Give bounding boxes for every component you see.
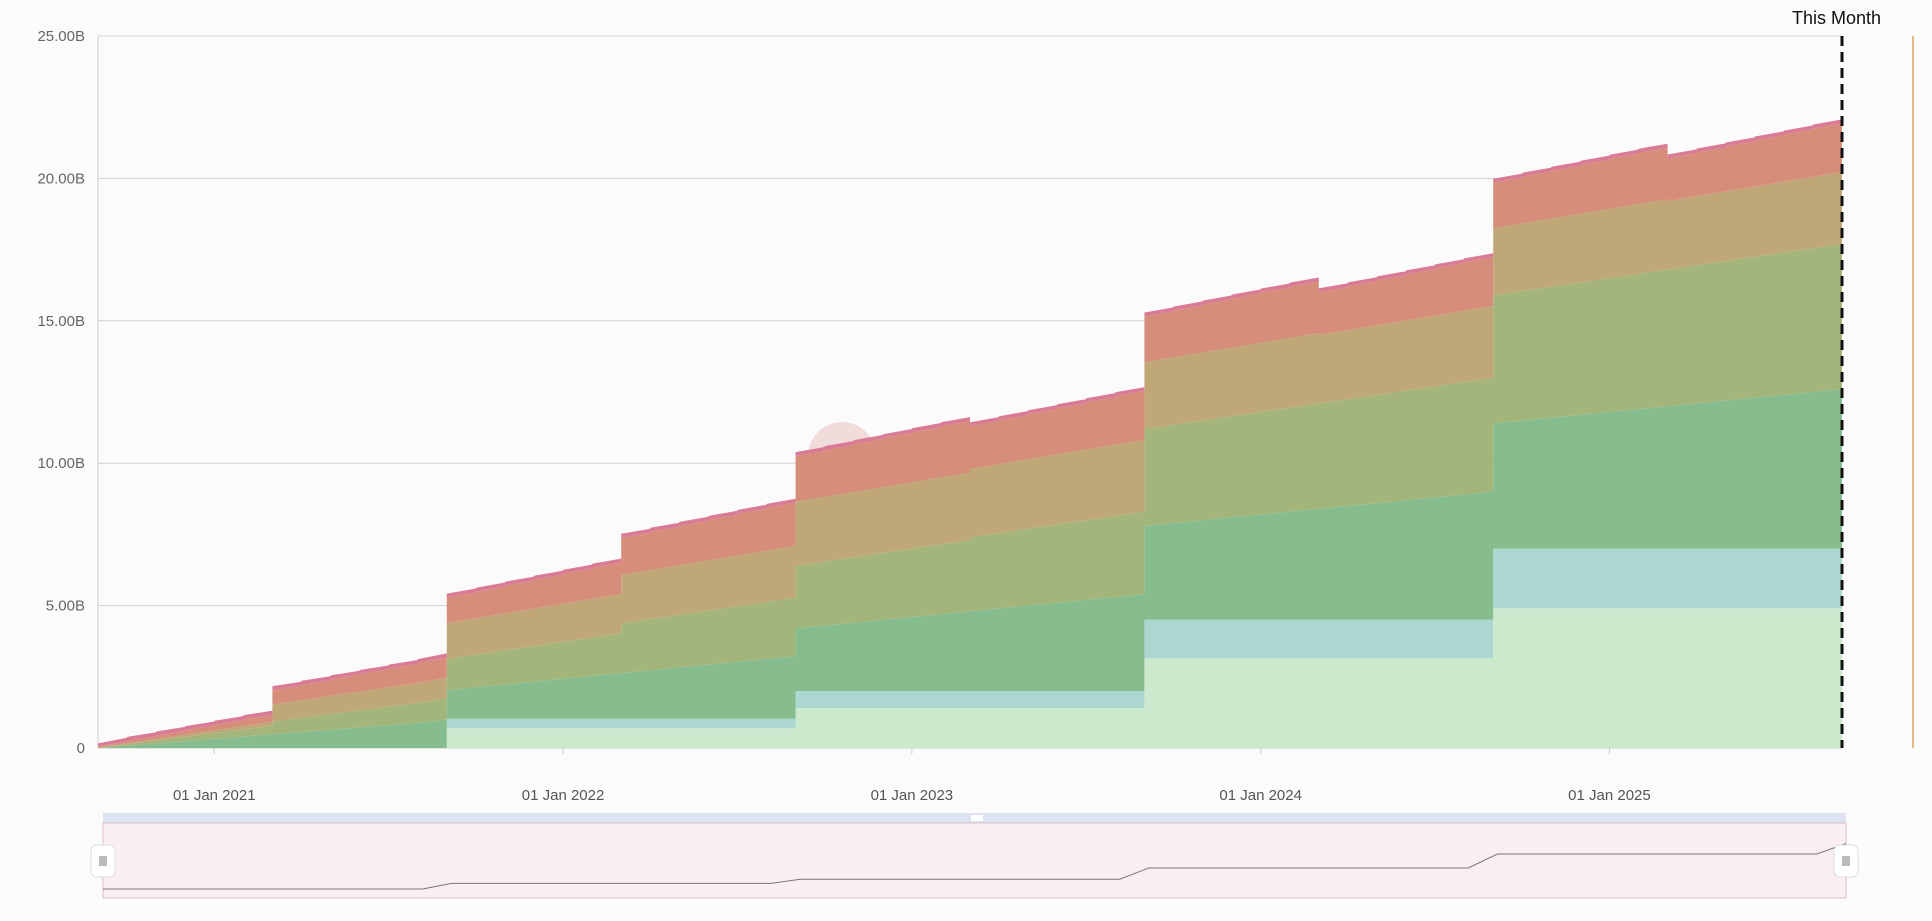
- navigator-drag-grip-icon[interactable]: [971, 815, 983, 821]
- navigator-series-line: [103, 843, 1847, 890]
- x-tick-label: 01 Jan 2022: [522, 787, 605, 804]
- y-tick-label: 0: [77, 740, 85, 757]
- this-month-label: This Month: [1792, 8, 1881, 28]
- y-tick-label: 15.00B: [37, 313, 85, 330]
- area-series-4: [98, 243, 1842, 748]
- range-navigator[interactable]: [90, 813, 1859, 899]
- y-tick-label: 25.00B: [37, 28, 85, 45]
- navigator-left-handle[interactable]: [90, 844, 116, 878]
- right-handle-grip-icon: [1842, 856, 1850, 866]
- x-tick-label: 01 Jan 2021: [173, 787, 256, 804]
- x-tick-label: 01 Jan 2025: [1568, 787, 1651, 804]
- area-series-2: [98, 548, 1842, 748]
- area-series-6: [98, 123, 1842, 748]
- area-series-1: [98, 608, 1842, 748]
- y-axis: 0 5.00B 10.00B 15.00B 20.00B 25.00B: [37, 28, 85, 757]
- navigator-right-handle[interactable]: [1833, 844, 1859, 878]
- x-axis: 01 Jan 2021 01 Jan 2022 01 Jan 2023 01 Jan …: [173, 748, 1651, 804]
- y-tick-label: 5.00B: [46, 598, 85, 615]
- y-tick-label: 20.00B: [37, 170, 85, 187]
- left-handle-grip-icon: [99, 856, 107, 866]
- stacked-areas: [98, 119, 1842, 749]
- navigator-window[interactable]: [102, 822, 1847, 899]
- area-series-5: [98, 172, 1842, 749]
- x-tick-label: 01 Jan 2024: [1219, 787, 1302, 804]
- x-tick-label: 01 Jan 2023: [871, 787, 954, 804]
- area-series-3: [98, 389, 1842, 748]
- y-tick-label: 10.00B: [37, 455, 85, 472]
